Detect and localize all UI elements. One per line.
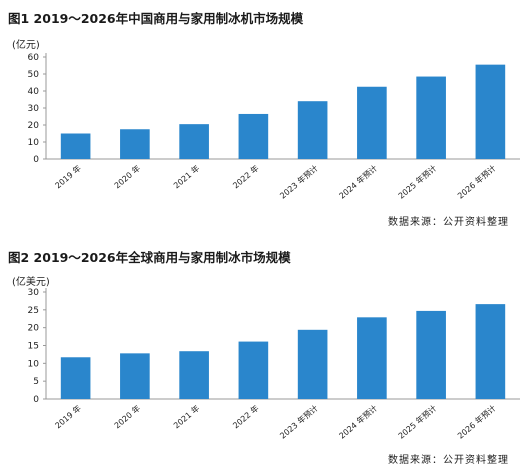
x-category-label: 2025 年预计: [396, 403, 438, 441]
y-tick-label: 30: [28, 104, 40, 114]
bar: [60, 357, 91, 399]
y-tick-label: 60: [28, 53, 40, 63]
x-category-label: 2019 年: [53, 403, 83, 431]
bar: [179, 351, 209, 399]
bar: [120, 129, 150, 159]
x-category-label: 2024 年预计: [337, 403, 379, 441]
y-tick-label: 20: [28, 324, 40, 334]
x-category-label: 2020 年: [112, 403, 142, 431]
bar: [416, 310, 446, 399]
bar: [475, 64, 506, 159]
y-tick-label: 10: [28, 359, 40, 369]
chart-title: 图2 2019～2026年全球商用与家用制冰市场规模: [8, 250, 291, 265]
bar: [238, 341, 269, 399]
bar: [60, 133, 91, 159]
bar-chart-global: 0 5 10 15 20 25 30 2019 年 2020 年 2021 年 2022 年 2023…: [28, 288, 520, 441]
y-tick-label: 0: [33, 155, 39, 165]
y-tick-label: 40: [28, 87, 40, 97]
x-category-label: 2025 年预计: [396, 163, 438, 201]
y-tick-label: 25: [28, 306, 39, 316]
y-tick-label: 15: [28, 342, 39, 352]
x-category-label: 2022 年: [231, 403, 261, 431]
bar: [357, 317, 387, 399]
y-axis-unit-label: (亿美元): [12, 277, 50, 288]
chart-title: 图1 2019～2026年中国商用与家用制冰机市场规模: [8, 11, 304, 26]
x-category-label: 2026 年预计: [455, 163, 497, 201]
y-tick-label: 20: [28, 121, 40, 131]
y-tick-label: 10: [28, 138, 40, 148]
y-tick-label: 50: [28, 70, 40, 80]
bar: [238, 113, 269, 159]
bar-chart-china: 0 10 20 30 40 50 60 2019 年 2020 年 2021 年 2022 年 202…: [28, 53, 520, 201]
y-tick-label: 5: [33, 377, 39, 387]
x-category-label: 2024 年预计: [337, 163, 379, 201]
bar: [475, 304, 506, 399]
bar: [297, 101, 328, 159]
x-category-label: 2023 年预计: [278, 163, 320, 201]
x-category-label: 2021 年: [171, 403, 201, 431]
x-category-label: 2021 年: [171, 163, 201, 191]
figure-2: 图2 2019～2026年全球商用与家用制冰市场规模 (亿美元) 0 5 10 15 2…: [0, 237, 531, 474]
bar: [120, 353, 150, 399]
bar: [179, 124, 209, 159]
y-tick-label: 0: [33, 395, 39, 405]
bar: [357, 86, 387, 159]
x-category-label: 2023 年预计: [278, 403, 320, 441]
bar: [297, 329, 328, 399]
y-axis-unit-label: (亿元): [12, 40, 40, 51]
source-note: 数据来源：公开资料整理: [388, 217, 509, 228]
x-category-label: 2020 年: [112, 163, 142, 191]
y-tick-label: 30: [28, 288, 40, 298]
x-category-label: 2019 年: [53, 163, 83, 191]
source-note: 数据来源：公开资料整理: [388, 455, 509, 466]
bar: [416, 76, 446, 159]
x-category-label: 2026 年预计: [455, 403, 497, 441]
x-category-label: 2022 年: [231, 163, 261, 191]
figure-1: 图1 2019～2026年中国商用与家用制冰机市场规模 (亿元) 0 10 20 30…: [8, 11, 520, 228]
